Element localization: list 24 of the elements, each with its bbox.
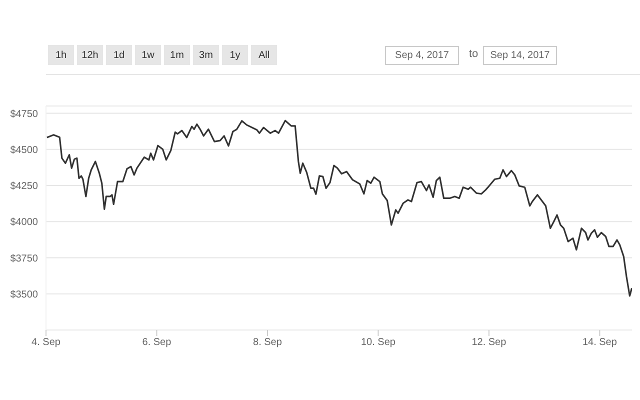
text: to	[469, 48, 478, 60]
x-tick-label: 14. Sep	[582, 337, 618, 348]
y-tick-label: $3750	[10, 253, 38, 264]
y-tick-label: $4750	[10, 108, 38, 120]
x-tick-label: 8. Sep	[253, 337, 282, 348]
x-tick-label: 4. Sep	[32, 337, 61, 348]
text: 1m	[164, 45, 190, 65]
y-tick-label: $4000	[10, 217, 38, 228]
text: 1h	[48, 45, 74, 65]
text: 1d	[106, 45, 132, 65]
text: 1w	[135, 45, 161, 65]
x-tick-label: 12. Sep	[472, 337, 507, 348]
y-tick-label: $4250	[10, 181, 38, 192]
text: Sep 14, 2017	[483, 46, 557, 65]
text: All	[251, 45, 277, 65]
x-tick-label: 6. Sep	[142, 337, 172, 348]
text: 1y	[222, 45, 248, 65]
line-series	[46, 120, 632, 297]
text: 12h	[77, 45, 103, 65]
text: 3m	[193, 45, 219, 65]
text: Sep 4, 2017	[385, 46, 459, 65]
y-tick-label: $4500	[10, 144, 38, 156]
y-tick-label: $3500	[10, 289, 38, 300]
x-tick-label: 10. Sep	[360, 337, 396, 348]
